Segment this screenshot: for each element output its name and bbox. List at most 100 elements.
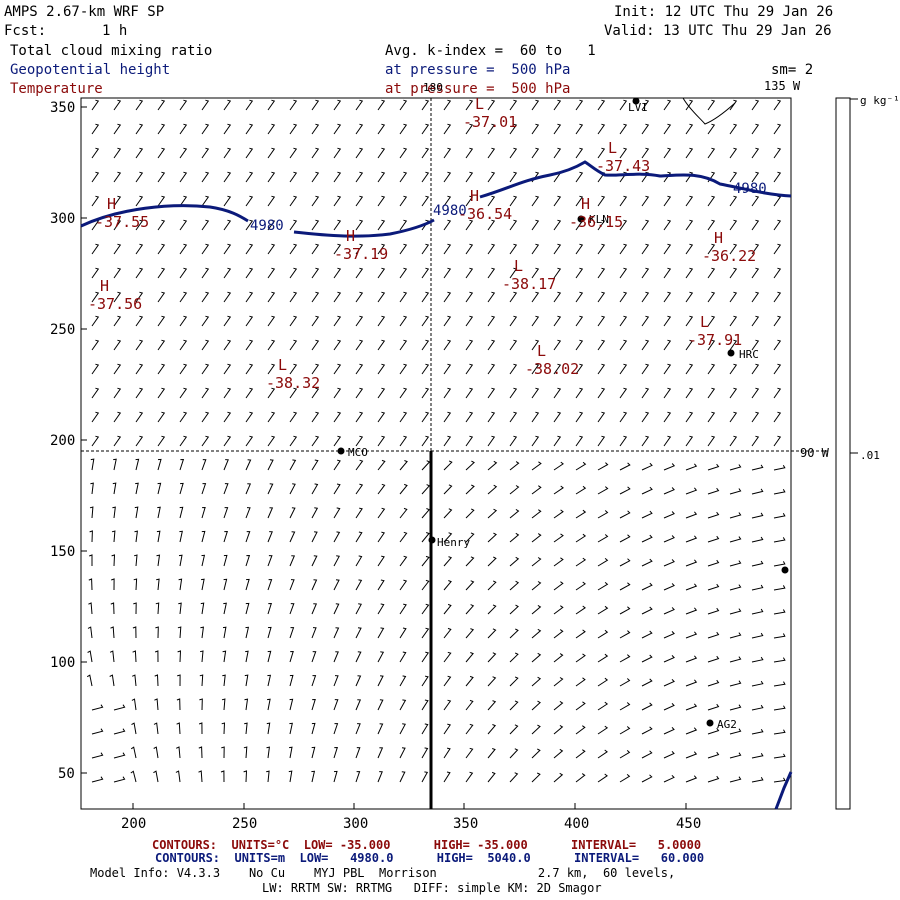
wind-barb [333, 195, 342, 207]
wind-barb [355, 675, 362, 687]
wind-barb [220, 770, 225, 783]
wind-barb [553, 243, 562, 255]
wind-barb [86, 674, 93, 687]
wind-barb [729, 411, 738, 423]
wind-barb [465, 508, 475, 519]
wind-barb [157, 411, 166, 423]
wind-barb [399, 243, 408, 255]
wind-barb [729, 267, 738, 279]
wind-barb [553, 315, 562, 327]
wind-barb [751, 632, 764, 639]
wind-barb [553, 435, 562, 447]
wind-barb [135, 411, 144, 423]
wind-barb [773, 363, 782, 375]
wind-barb [443, 147, 452, 159]
x-tick-label: 450 [676, 816, 702, 832]
wind-barb [355, 771, 361, 783]
wind-barb [575, 315, 584, 327]
wind-barb [553, 629, 564, 639]
wind-barb [179, 530, 183, 543]
wind-barb [685, 655, 698, 663]
wind-barb [509, 700, 519, 711]
wind-barb [685, 435, 694, 447]
wind-barb [311, 291, 320, 303]
wind-barb [131, 698, 137, 711]
wind-barb [113, 339, 122, 351]
wind-barb [575, 653, 586, 663]
wind-barb [111, 554, 116, 567]
wind-barb [575, 123, 584, 135]
wind-barb [135, 339, 144, 351]
wind-barb [179, 315, 188, 327]
wind-barb [267, 147, 276, 159]
wind-barb [729, 315, 738, 327]
wind-barb [245, 435, 254, 447]
wind-barb [289, 243, 298, 255]
wind-barb [685, 511, 698, 519]
wind-barb [487, 387, 496, 399]
wind-barb [575, 147, 584, 159]
wind-barb [311, 363, 320, 375]
wind-barb [531, 700, 541, 711]
wind-barb [399, 339, 408, 351]
wind-barb [619, 462, 631, 471]
wind-barb [641, 510, 653, 519]
wind-barb [751, 488, 764, 495]
station-label-kln: KLN [589, 213, 609, 226]
wind-barb [355, 147, 364, 159]
wind-barb [245, 507, 251, 519]
wind-barb [135, 435, 144, 447]
wind-barb [443, 99, 452, 111]
wind-barb [465, 243, 474, 255]
wind-barb [751, 219, 760, 231]
wind-barb [179, 435, 188, 447]
wind-barb [685, 775, 698, 783]
wind-barb [575, 533, 587, 543]
wind-barb [663, 171, 672, 183]
wind-barb [132, 626, 137, 639]
wind-barb [223, 171, 232, 183]
wind-barb [707, 703, 720, 711]
wind-barb [133, 578, 138, 591]
wind-barb [707, 559, 720, 567]
wind-barb [113, 315, 122, 327]
wind-barb [685, 727, 698, 735]
wind-barb [487, 484, 498, 495]
wind-barb [685, 123, 694, 135]
wind-barb [531, 485, 542, 495]
wind-barb [311, 435, 320, 447]
wind-barb [751, 656, 764, 663]
wind-barb [553, 267, 562, 279]
wind-barb [245, 554, 251, 567]
wind-barb [198, 770, 203, 783]
wind-barb [487, 243, 496, 255]
wind-barb [641, 99, 650, 111]
station-dot [428, 536, 436, 544]
wind-barb [751, 147, 760, 159]
wind-barb [641, 171, 650, 183]
wind-barb [597, 773, 608, 783]
wind-barb [355, 627, 362, 639]
wind-barb [773, 464, 786, 471]
wind-barb [110, 626, 115, 639]
wind-barb [377, 651, 385, 663]
wind-barb [619, 291, 628, 303]
wind-barb [465, 291, 474, 303]
wind-barb [443, 651, 452, 663]
wind-barb [201, 459, 207, 471]
wind-barb [133, 602, 137, 615]
wind-barb [311, 171, 320, 183]
wind-barb [553, 653, 564, 663]
wind-barb [355, 555, 363, 567]
wind-barb [531, 219, 540, 231]
wind-barb [399, 123, 408, 135]
wind-barb [707, 123, 716, 135]
wind-barb [113, 267, 122, 279]
wind-barb [421, 627, 430, 639]
wind-barb [531, 604, 542, 615]
colorbar-value: .01 [860, 449, 880, 462]
wind-barb [377, 771, 383, 783]
wind-barb [223, 315, 232, 327]
wind-barb [201, 435, 210, 447]
wind-barb [641, 219, 650, 231]
